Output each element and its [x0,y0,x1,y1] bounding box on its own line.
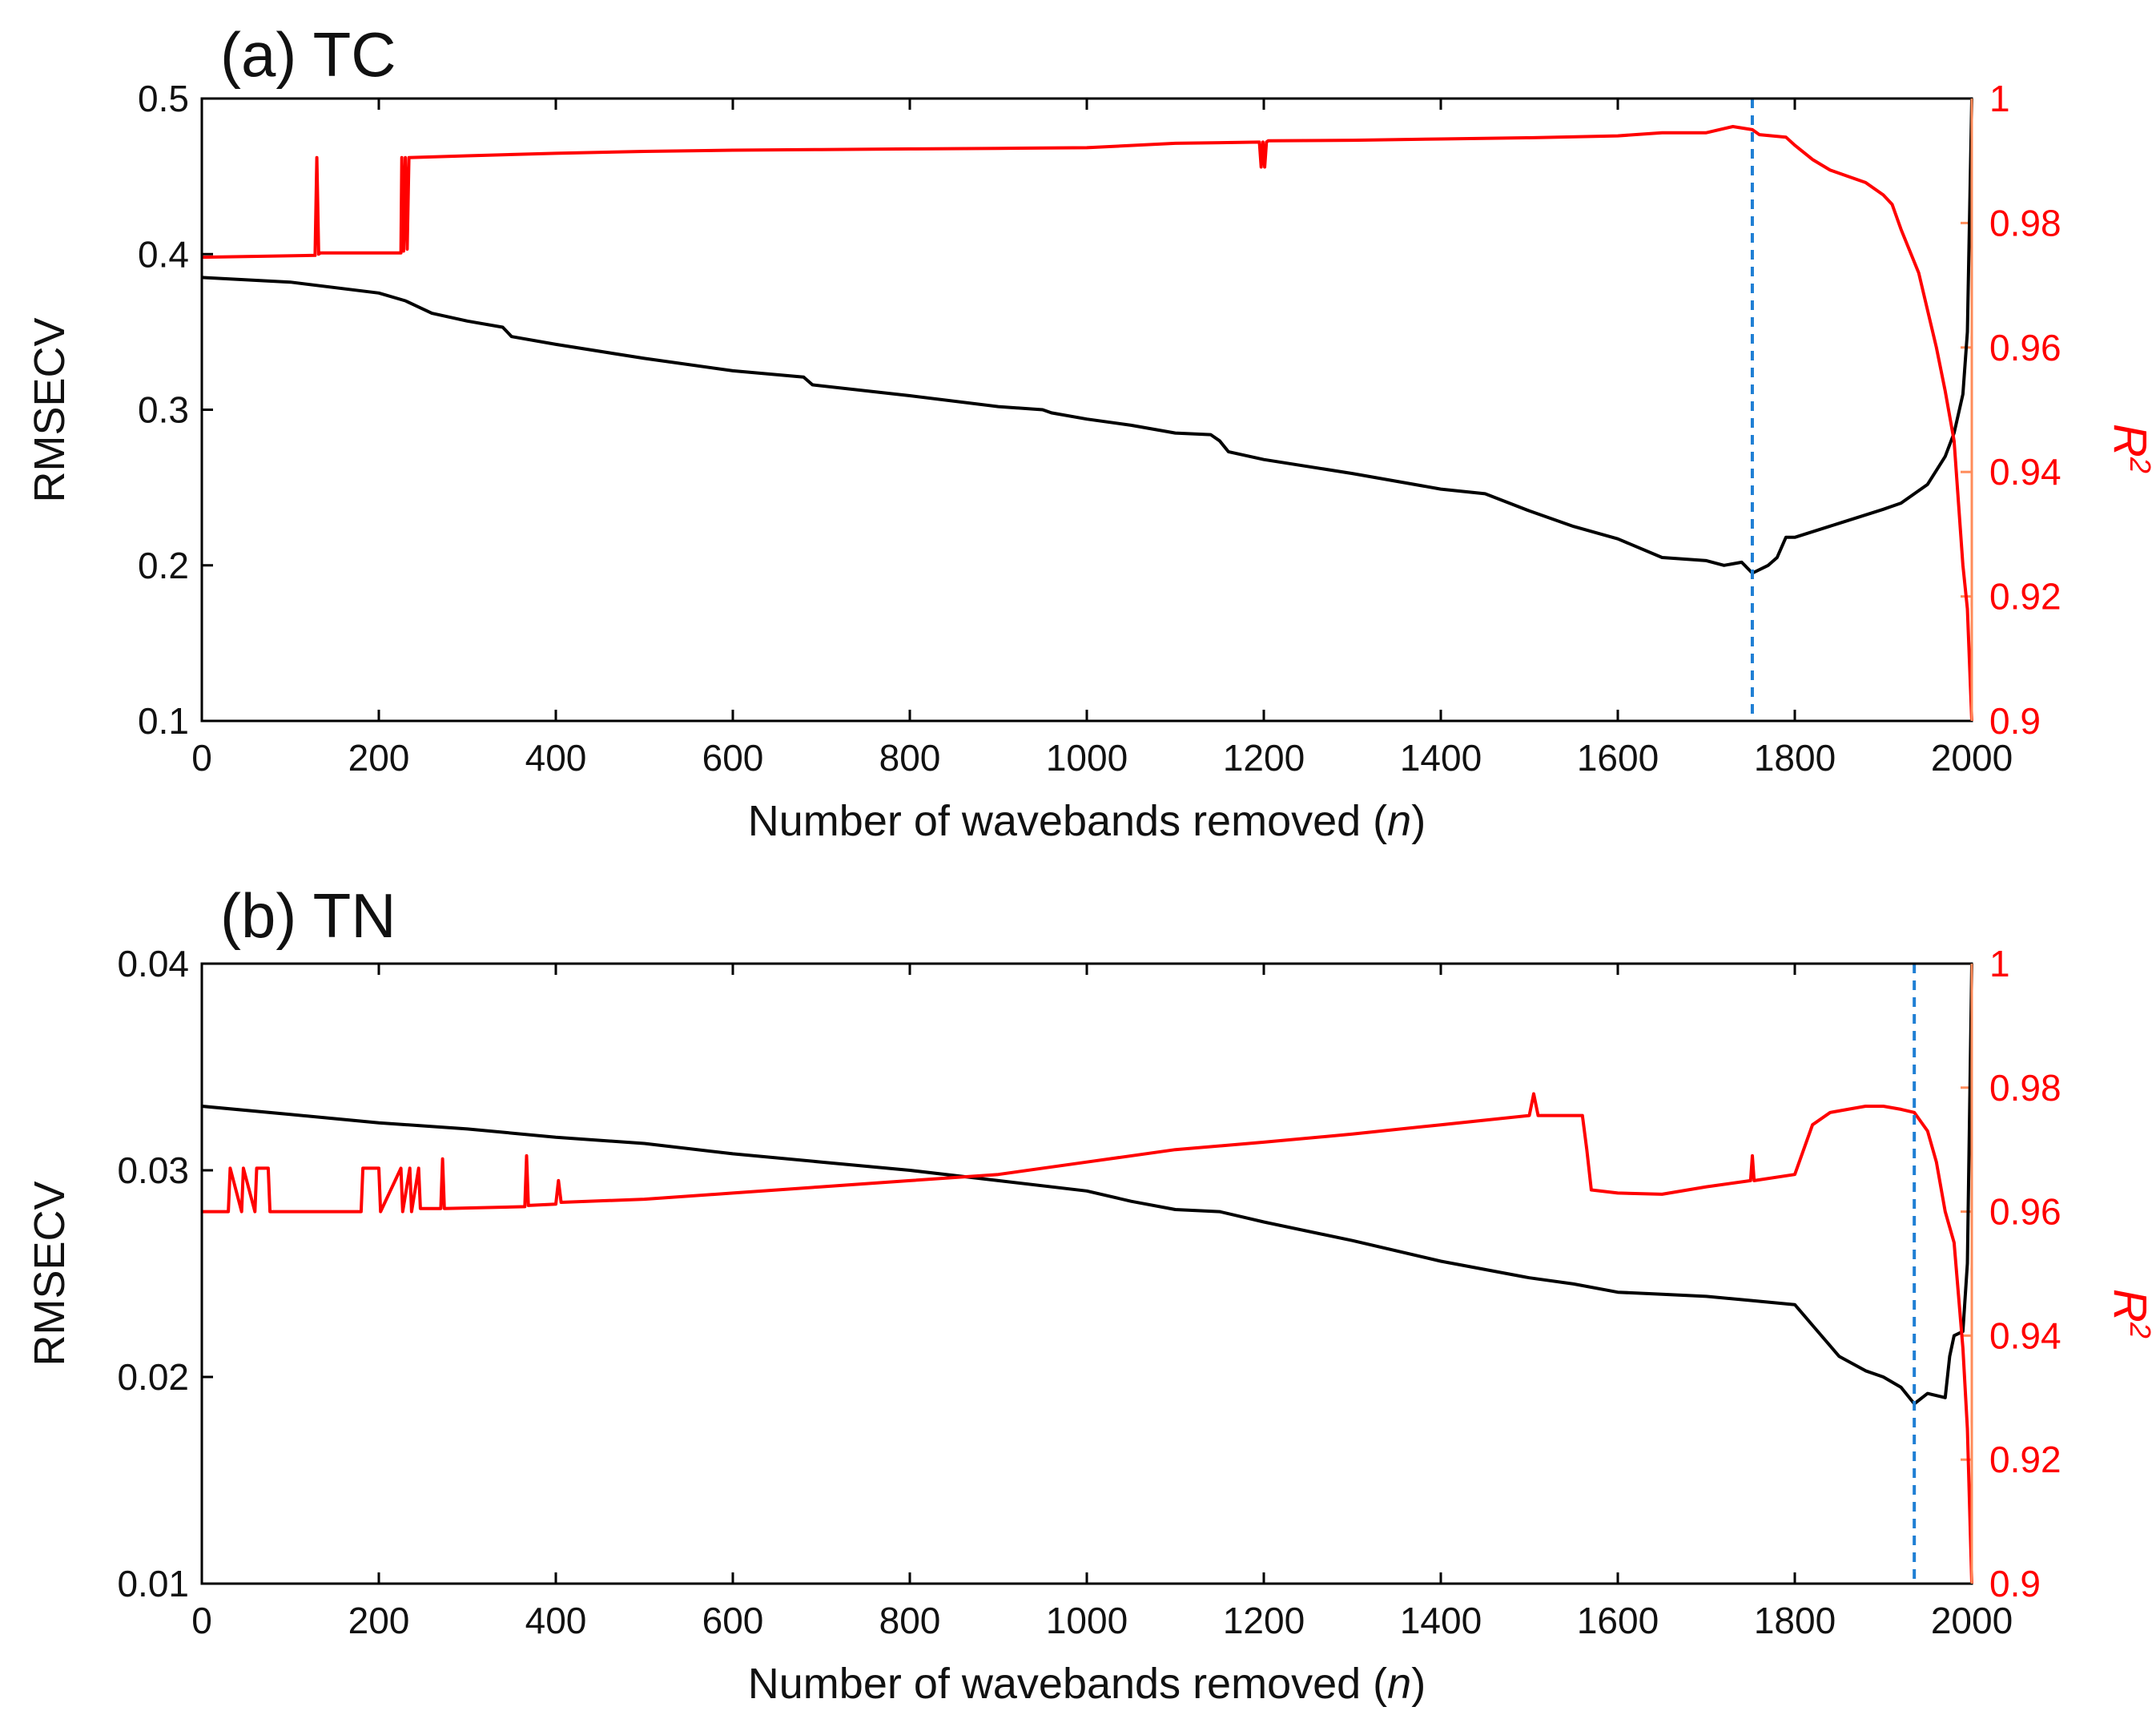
panel-b-y2label: R2 [2104,1289,2156,1339]
y-tick-label: 0.1 [138,700,189,742]
x-tick-label: 1800 [1754,737,1836,779]
y-tick-label: 0.03 [117,1149,189,1191]
y2-tick-label: 0.96 [1989,327,2061,368]
y-tick-label: 0.5 [138,78,189,119]
y-tick-label: 0.04 [117,943,189,984]
x-tick-label: 200 [348,1600,410,1641]
y-tick-label: 0.01 [117,1563,189,1604]
x-tick-label: 0 [191,737,212,779]
panel-b-ylabel: RMSECV [26,1181,74,1366]
x-tick-label: 800 [879,737,941,779]
y2-tick-label: 0.9 [1989,1563,2041,1604]
panel-b-title: (b) TN [220,880,396,951]
rmsecv-series-line [201,98,1973,575]
x-tick-label: 1800 [1754,1600,1836,1641]
panel-a-ylabel: RMSECV [26,317,74,502]
x-tick-label: 1200 [1223,1600,1305,1641]
y2-tick-label: 0.94 [1989,1314,2061,1356]
x-tick-label: 1600 [1577,1600,1659,1641]
x-tick-label: 2000 [1931,1600,2013,1641]
x-tick-label: 600 [702,737,764,779]
x-tick-label: 400 [525,1600,587,1641]
r2-series-line [202,1092,1973,1584]
panel-a-y2label: R2 [2104,424,2156,473]
panel-a-xlabel: Number of wavebands removed (n) [748,797,1426,845]
x-tick-label: 2000 [1931,737,2013,779]
x-tick-label: 400 [525,737,587,779]
y2-tick-label: 0.92 [1989,576,2061,618]
x-tick-label: 1400 [1400,737,1482,779]
panel-a: (a) TC 0 200 400 600 800 1000 1200 1400 1600 1800… [26,19,2156,845]
y-tick-label: 0.4 [138,233,189,275]
panel-a-ticks: 0 200 400 600 800 1000 1200 1400 1600 1800 2000 0.1… [138,78,2061,779]
panel-b-series [201,963,1973,1584]
y-tick-label: 0.3 [138,389,189,431]
x-tick-label: 200 [348,737,410,779]
x-tick-label: 1000 [1046,1600,1128,1641]
y2-tick-label: 0.92 [1989,1439,2061,1480]
x-tick-label: 0 [191,1600,212,1641]
y2-tick-label: 0.98 [1989,202,2061,244]
rmsecv-series-line [201,963,1973,1406]
y2-tick-label: 0.96 [1989,1191,2061,1233]
y2-tick-label: 0.9 [1989,700,2041,742]
y2-tick-label: 1 [1989,78,2010,119]
panel-a-title: (a) TC [220,19,396,90]
panel-a-series [201,98,1973,722]
y-tick-label: 0.2 [138,545,189,586]
panel-b: (b) TN 0 200 400 600 800 1000 1200 1400 1600 1800… [26,880,2156,1708]
x-tick-label: 800 [879,1600,941,1641]
x-tick-label: 600 [702,1600,764,1641]
panel-b-xlabel: Number of wavebands removed (n) [748,1660,1426,1708]
y2-tick-label: 1 [1989,943,2010,984]
y2-tick-label: 0.98 [1989,1067,2061,1109]
r2-series-line [201,125,1973,722]
x-tick-label: 1000 [1046,737,1128,779]
y2-tick-label: 0.94 [1989,451,2061,493]
x-tick-label: 1600 [1577,737,1659,779]
x-tick-label: 1400 [1400,1600,1482,1641]
x-tick-label: 1200 [1223,737,1305,779]
y-tick-label: 0.02 [117,1356,189,1398]
